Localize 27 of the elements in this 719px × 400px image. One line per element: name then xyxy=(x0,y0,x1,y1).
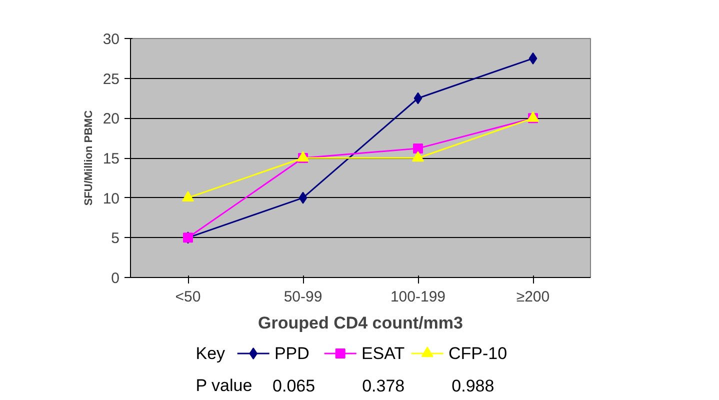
legend-label: PPD xyxy=(274,344,310,363)
x-tick-label: <50 xyxy=(175,288,201,306)
y-tick-label: 0 xyxy=(111,270,120,287)
point xyxy=(414,92,422,104)
text: 0.988 xyxy=(452,376,494,396)
x-axis-title: Grouped CD4 count/mm3 xyxy=(258,314,463,332)
text: P value xyxy=(196,376,252,395)
legend-label: CFP-10 xyxy=(448,344,508,363)
point xyxy=(298,192,308,204)
legend-label: ESAT xyxy=(361,344,405,363)
text: 0.378 xyxy=(362,376,405,396)
y-tick-label: 20 xyxy=(102,110,120,128)
x-tick-label: 100-199 xyxy=(390,288,446,306)
point xyxy=(412,151,424,162)
y-tick-label: 10 xyxy=(102,190,120,208)
x-tick-label: ≥200 xyxy=(516,288,550,306)
y-axis-title: SFU/Million PBMC xyxy=(82,110,95,206)
point xyxy=(528,52,538,64)
x-tick-label: 50-99 xyxy=(284,288,322,306)
point xyxy=(413,143,423,154)
y-tick-label: 25 xyxy=(102,70,120,88)
y-tick-label: 15 xyxy=(102,150,120,168)
y-tick-label: 5 xyxy=(111,230,120,248)
y-tick-label: 30 xyxy=(102,31,120,48)
text: 0.065 xyxy=(272,376,316,396)
point xyxy=(182,190,194,202)
text: Key xyxy=(196,344,226,363)
